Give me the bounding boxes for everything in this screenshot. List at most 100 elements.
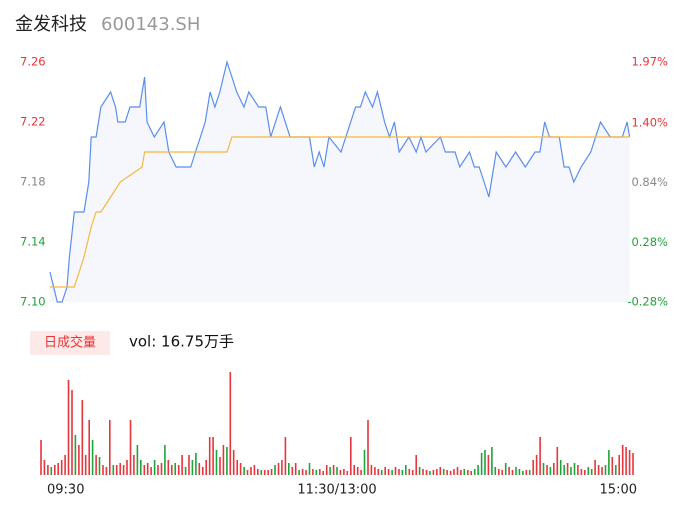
volume-bar (246, 470, 249, 475)
volume-bar (346, 471, 349, 475)
volume-bar (618, 455, 620, 475)
volume-bar (229, 372, 232, 475)
volume-bar (494, 467, 497, 475)
y2-tick-label: -0.28% (627, 295, 668, 309)
volume-bar (98, 457, 101, 475)
volume-bar (109, 420, 111, 475)
volume-bar (325, 465, 328, 475)
volume-bar (91, 440, 94, 475)
volume-total: vol: 16.75万手 (129, 333, 234, 351)
volume-bar (102, 465, 104, 475)
volume-bar (64, 455, 66, 475)
volume-bar (597, 465, 600, 475)
volume-bar (408, 469, 411, 475)
volume-bar (580, 469, 583, 475)
volume-bar (577, 465, 579, 475)
y-tick-label: 7.22 (20, 115, 46, 129)
volume-bar (628, 450, 631, 475)
volume-bar (126, 460, 128, 475)
volume-bar (518, 469, 521, 475)
volume-bar (81, 400, 84, 475)
volume-bar (367, 420, 369, 475)
volume-bar (391, 470, 393, 475)
volume-bar (253, 465, 256, 475)
volume-bar (288, 463, 290, 475)
volume-bar (587, 467, 590, 475)
y2-tick-label: 1.40% (631, 115, 668, 129)
volume-bar (305, 470, 307, 475)
volume-bar (257, 469, 259, 475)
volume-bar (566, 463, 569, 475)
volume-bar (498, 469, 500, 475)
volume-bar (487, 455, 490, 475)
volume-bar (370, 465, 373, 475)
volume-bar (411, 470, 414, 475)
volume-bar (625, 447, 627, 475)
volume-bar (60, 460, 63, 475)
volume-bar (415, 455, 417, 475)
y-tick-label: 7.26 (20, 55, 46, 69)
volume-bar (453, 469, 455, 475)
x-tick-label: 09:30 (47, 483, 84, 498)
volume-bar (67, 380, 70, 475)
volume-bar (40, 440, 42, 475)
volume-bar (398, 469, 400, 475)
y2-tick-label: 0.28% (631, 235, 668, 249)
volume-bar (336, 467, 338, 475)
volume-bar (160, 463, 163, 475)
volume-bar (215, 450, 218, 475)
volume-bar (343, 469, 345, 475)
volume-bar (525, 470, 528, 475)
volume-bar (191, 460, 194, 475)
volume-bar (559, 460, 562, 475)
y-tick-label: 7.14 (20, 235, 46, 249)
volume-bar (281, 460, 283, 475)
volume-bar (322, 471, 324, 475)
volume-bar (329, 467, 331, 475)
volume-bar (243, 467, 245, 475)
volume-bar (122, 465, 125, 475)
volume-bar (205, 460, 207, 475)
volume-bar (491, 447, 493, 475)
volume-bar (374, 467, 376, 475)
y2-tick-label: 1.97% (631, 55, 668, 69)
x-tick-label: 15:00 (600, 483, 637, 498)
volume-bar (136, 445, 139, 475)
volume-bar (153, 460, 156, 475)
volume-bar (470, 471, 472, 475)
volume-bar (436, 469, 438, 475)
volume-bar (95, 455, 97, 475)
volume-bar (511, 470, 514, 475)
volume-bar (270, 469, 273, 475)
volume-bar (57, 463, 59, 475)
volume-bar (119, 463, 121, 475)
volume-bar (463, 469, 466, 475)
volume-bar (157, 465, 159, 475)
volume-bar (198, 463, 201, 475)
volume-bar (291, 467, 294, 475)
volume-bar (115, 465, 118, 475)
volume-bar (250, 467, 252, 475)
volume-bar (480, 453, 483, 475)
volume-bar (584, 470, 586, 475)
volume-bar (360, 470, 362, 475)
volume-bar (47, 465, 49, 475)
average-line (50, 136, 630, 288)
volume-bar (74, 435, 77, 475)
volume-bar (528, 470, 531, 475)
volume-bar (573, 463, 576, 475)
volume-bar (212, 437, 214, 475)
volume-bar (604, 465, 607, 475)
volume-bar (188, 455, 190, 475)
volume-bar (353, 465, 355, 475)
stock-code: 600143.SH (101, 14, 200, 35)
volume-bar (380, 470, 383, 475)
volume-bar (202, 467, 204, 475)
volume-bar (422, 469, 424, 475)
volume-label: 日成交量 (44, 335, 96, 351)
volume-bar (88, 420, 90, 475)
volume-bar (467, 470, 469, 475)
volume-bar (350, 437, 352, 475)
volume-bar (208, 437, 211, 475)
volume-bar (260, 470, 263, 475)
